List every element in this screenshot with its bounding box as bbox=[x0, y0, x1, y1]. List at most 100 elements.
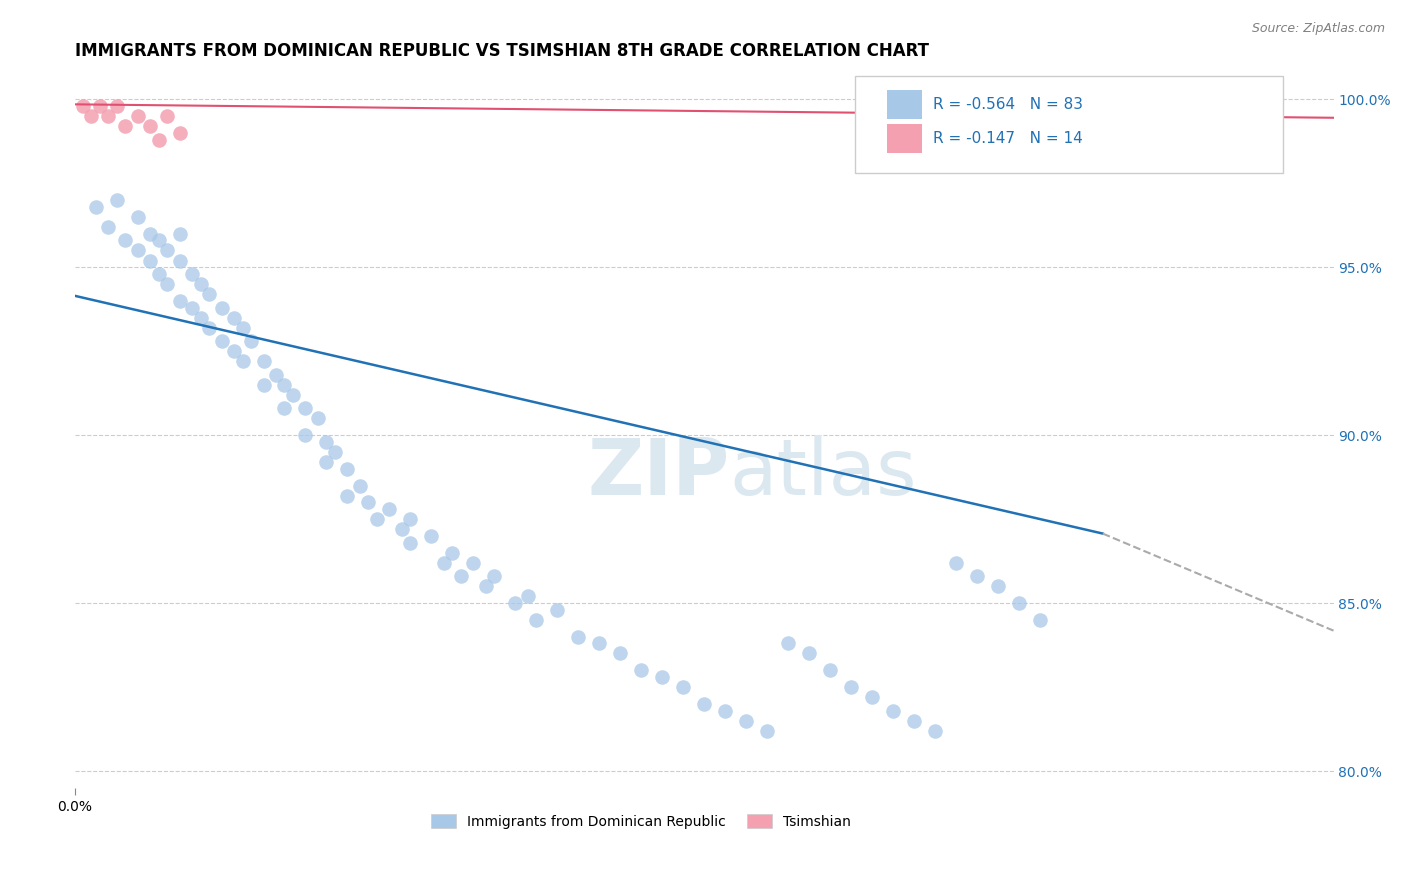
Point bbox=[190, 310, 212, 325]
Point bbox=[169, 227, 191, 241]
Point bbox=[114, 233, 136, 247]
Point bbox=[148, 267, 170, 281]
Point bbox=[839, 680, 862, 694]
Point bbox=[630, 663, 652, 677]
Point bbox=[776, 636, 799, 650]
Point bbox=[315, 455, 337, 469]
Point bbox=[169, 293, 191, 308]
Point bbox=[516, 590, 538, 604]
Point bbox=[399, 512, 422, 526]
Point bbox=[273, 401, 295, 416]
Point bbox=[294, 428, 316, 442]
Point bbox=[797, 647, 820, 661]
Point bbox=[1133, 99, 1156, 113]
FancyBboxPatch shape bbox=[855, 76, 1284, 172]
Point bbox=[97, 219, 120, 234]
Point bbox=[156, 277, 179, 291]
Point bbox=[735, 714, 758, 728]
Text: ZIP: ZIP bbox=[588, 435, 730, 511]
Point bbox=[181, 301, 204, 315]
Point bbox=[294, 401, 316, 416]
Point bbox=[524, 613, 547, 627]
Point bbox=[239, 334, 262, 348]
Text: Source: ZipAtlas.com: Source: ZipAtlas.com bbox=[1251, 22, 1385, 36]
Point bbox=[1008, 596, 1031, 610]
Point bbox=[756, 723, 779, 738]
Point bbox=[987, 579, 1010, 593]
Text: IMMIGRANTS FROM DOMINICAN REPUBLIC VS TSIMSHIAN 8TH GRADE CORRELATION CHART: IMMIGRANTS FROM DOMINICAN REPUBLIC VS TS… bbox=[75, 42, 929, 60]
Point bbox=[323, 445, 346, 459]
Point bbox=[273, 377, 295, 392]
Point bbox=[281, 388, 304, 402]
Point bbox=[148, 233, 170, 247]
Legend: Immigrants from Dominican Republic, Tsimshian: Immigrants from Dominican Republic, Tsim… bbox=[426, 809, 856, 835]
Point bbox=[105, 99, 128, 113]
Point bbox=[336, 462, 359, 476]
Point bbox=[1154, 109, 1177, 123]
FancyBboxPatch shape bbox=[887, 90, 922, 119]
Point bbox=[1175, 119, 1198, 133]
Text: atlas: atlas bbox=[730, 435, 917, 511]
Point bbox=[211, 334, 233, 348]
Point bbox=[80, 109, 103, 123]
Point bbox=[224, 344, 246, 359]
Point bbox=[651, 670, 673, 684]
Point bbox=[860, 690, 883, 705]
Point bbox=[399, 535, 422, 549]
Point bbox=[97, 109, 120, 123]
FancyBboxPatch shape bbox=[887, 124, 922, 153]
Point bbox=[264, 368, 287, 382]
Point bbox=[420, 529, 443, 543]
Point bbox=[252, 354, 274, 368]
Point bbox=[1029, 613, 1052, 627]
Point bbox=[945, 556, 967, 570]
Point bbox=[127, 210, 149, 224]
Point bbox=[391, 522, 413, 536]
Point bbox=[127, 109, 149, 123]
Point bbox=[882, 704, 904, 718]
Point bbox=[349, 478, 371, 492]
Point bbox=[252, 377, 274, 392]
Point bbox=[609, 647, 631, 661]
Point bbox=[231, 354, 253, 368]
Text: R = -0.564   N = 83: R = -0.564 N = 83 bbox=[934, 97, 1083, 112]
Point bbox=[366, 512, 388, 526]
Point bbox=[450, 569, 472, 583]
Point bbox=[567, 630, 589, 644]
Point bbox=[72, 99, 94, 113]
Point bbox=[475, 579, 498, 593]
Point bbox=[156, 244, 179, 258]
Point bbox=[546, 603, 568, 617]
Point bbox=[169, 253, 191, 268]
Point bbox=[127, 244, 149, 258]
Point bbox=[139, 119, 162, 133]
Point bbox=[693, 697, 716, 711]
Point bbox=[378, 502, 401, 516]
Text: R = -0.147   N = 14: R = -0.147 N = 14 bbox=[934, 131, 1083, 145]
Point bbox=[139, 227, 162, 241]
Point bbox=[463, 556, 485, 570]
Point bbox=[433, 556, 456, 570]
Point bbox=[105, 193, 128, 207]
Point bbox=[441, 546, 464, 560]
Point bbox=[818, 663, 841, 677]
Point bbox=[336, 489, 359, 503]
Point bbox=[307, 411, 329, 425]
Point bbox=[484, 569, 506, 583]
Point bbox=[588, 636, 610, 650]
Point bbox=[89, 99, 111, 113]
Point bbox=[211, 301, 233, 315]
Point bbox=[169, 126, 191, 140]
Point bbox=[714, 704, 737, 718]
Point bbox=[231, 320, 253, 334]
Point bbox=[181, 267, 204, 281]
Point bbox=[198, 287, 221, 301]
Point bbox=[357, 495, 380, 509]
Point bbox=[503, 596, 526, 610]
Point bbox=[198, 320, 221, 334]
Point bbox=[139, 253, 162, 268]
Point bbox=[190, 277, 212, 291]
Point bbox=[156, 109, 179, 123]
Point bbox=[148, 133, 170, 147]
Point bbox=[966, 569, 988, 583]
